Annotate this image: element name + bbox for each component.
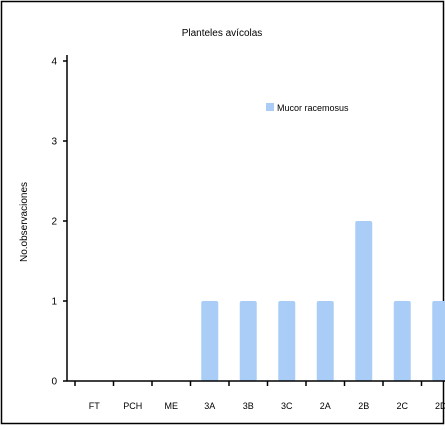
x-tick-label: 3B [243, 401, 254, 411]
y-tick-label: 2 [51, 217, 57, 228]
bar [278, 301, 296, 381]
legend-swatch [266, 103, 274, 111]
x-tick-label: PCH [123, 401, 142, 411]
x-tick-label: 3C [281, 401, 293, 411]
y-axis-label: No.observaciones [19, 182, 30, 262]
x-tick-label: FT [89, 401, 100, 411]
x-tick-label: 3A [204, 401, 215, 411]
x-tick-label: 2A [320, 401, 331, 411]
bar [316, 301, 334, 381]
plot-area: 0 1 2 3 4 FT PCH ME 3A 3B 3C 2A 2B 2C 2D [51, 55, 445, 411]
y-tick-label: 1 [51, 297, 57, 308]
x-tick-label: ME [165, 401, 179, 411]
x-tick-label: 2C [396, 401, 408, 411]
legend-label: Mucor racemosus [277, 103, 349, 113]
bar [393, 301, 411, 381]
x-tick-label: 2D [435, 401, 445, 411]
y-tick-label: 4 [51, 57, 57, 68]
legend: Mucor racemosus [266, 103, 349, 113]
y-tick-label: 3 [51, 137, 57, 148]
bar [432, 301, 445, 381]
bar [239, 301, 257, 381]
y-tick-label: 0 [51, 377, 57, 388]
x-tick-label: 2B [358, 401, 369, 411]
bar [355, 221, 373, 381]
chart-title: Planteles avícolas [182, 28, 263, 39]
bar [201, 301, 219, 381]
